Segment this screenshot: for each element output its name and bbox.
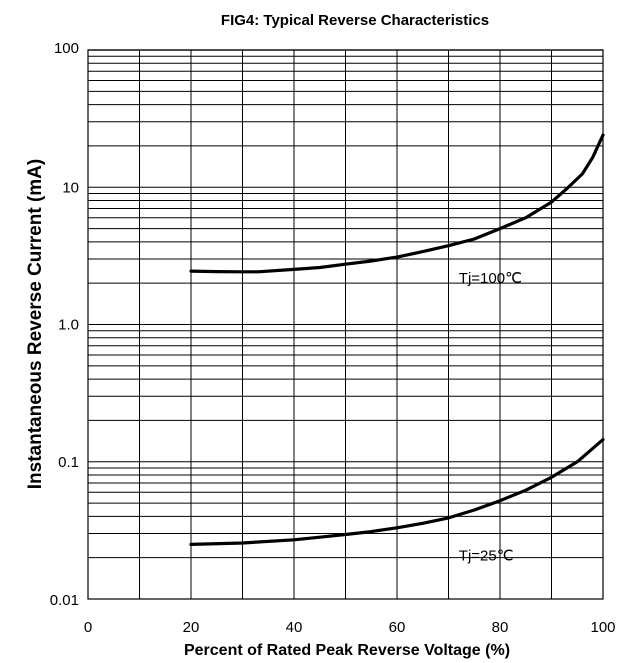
annotations: Tj=100℃ Tj=25℃	[459, 270, 522, 565]
x-tick-label: 40	[286, 619, 303, 636]
x-tick-label: 80	[492, 619, 509, 636]
y-axis-label: Instantaneous Reverse Current (mA)	[25, 159, 46, 489]
curves	[189, 133, 605, 546]
y-tick-label: 100	[54, 40, 79, 57]
x-tick-label: 0	[84, 619, 92, 636]
x-tick-labels: 0 20 40 60 80 100	[84, 619, 616, 636]
curve-annotation: Tj=25℃	[459, 548, 514, 565]
curve-series-2	[189, 438, 605, 546]
plot-frame	[87, 49, 604, 600]
x-tick-label: 60	[389, 619, 406, 636]
y-tick-label: 0.1	[58, 454, 79, 471]
y-tick-labels: 0.01 0.1 1.0 10 100	[50, 40, 79, 609]
y-tick-label: 10	[62, 179, 79, 196]
y-tick-label: 1.0	[58, 317, 79, 334]
chart-title: FIG4: Typical Reverse Characteristics	[221, 12, 489, 29]
x-tick-label: 100	[590, 619, 615, 636]
grid-lines	[87, 49, 604, 600]
y-tick-label: 0.01	[50, 592, 79, 609]
x-axis-label: Percent of Rated Peak Reverse Voltage (%…	[184, 642, 510, 659]
curve-series-1	[189, 133, 605, 274]
curve-annotation: Tj=100℃	[459, 270, 522, 287]
x-tick-label: 20	[183, 619, 200, 636]
